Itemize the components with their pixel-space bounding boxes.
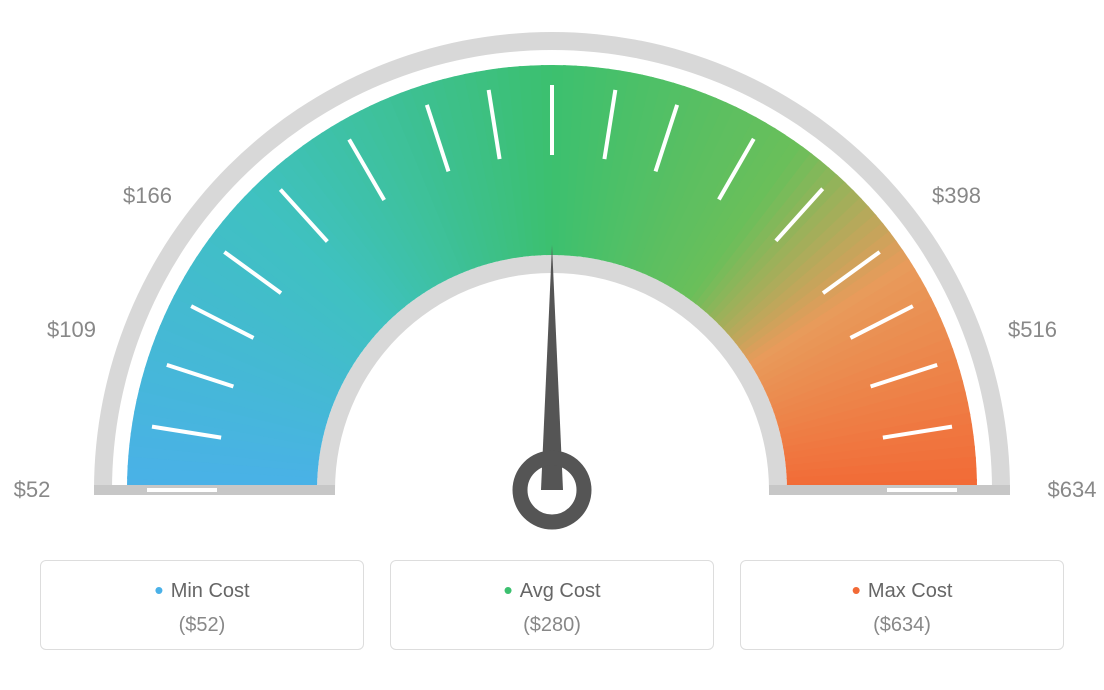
gauge-svg [0,0,1104,560]
legend-max: Max Cost ($634) [740,560,1064,650]
legend-max-title: Max Cost [751,575,1053,606]
legend-min-title: Min Cost [51,575,353,606]
cost-gauge: $52$109$166$280$398$516$634 [0,0,1104,560]
legend-row: Min Cost ($52) Avg Cost ($280) Max Cost … [0,560,1104,650]
legend-min: Min Cost ($52) [40,560,364,650]
legend-avg-value: ($280) [401,614,703,637]
gauge-tick-label: $52 [14,477,51,503]
gauge-tick-label: $166 [123,183,172,209]
legend-min-value: ($52) [51,614,353,637]
legend-avg-title: Avg Cost [401,575,703,606]
gauge-tick-label: $634 [1048,477,1097,503]
legend-avg: Avg Cost ($280) [390,560,714,650]
legend-max-value: ($634) [751,614,1053,637]
gauge-tick-label: $109 [47,317,96,343]
gauge-tick-label: $398 [932,183,981,209]
gauge-tick-label: $516 [1008,317,1057,343]
